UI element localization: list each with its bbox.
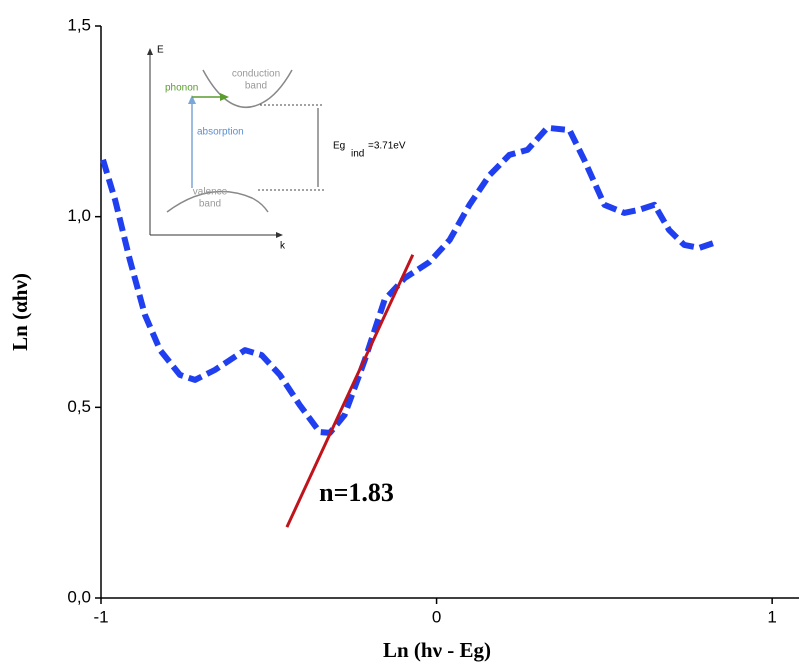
inset-arrow <box>220 93 229 101</box>
fit-line <box>285 254 415 528</box>
inset-text: band <box>245 81 267 92</box>
inset-k: k <box>280 241 286 252</box>
inset-arrow <box>147 48 153 55</box>
inset-text: ind <box>351 149 364 160</box>
inset-text: Eg <box>333 141 345 152</box>
conduction-band <box>202 69 293 108</box>
x-axis-title: Ln (hν - Eg) <box>383 638 491 662</box>
data-line <box>100 124 719 436</box>
inset-text: valence <box>193 187 228 198</box>
y-tick-label: 1,0 <box>67 206 91 225</box>
y-tick-label: 0,0 <box>67 587 91 606</box>
y-tick-label: 0,5 <box>67 397 91 416</box>
inset-text: conduction <box>232 69 280 80</box>
x-tick-label: 1 <box>767 607 776 626</box>
valence-band <box>166 190 269 213</box>
inset-text: absorption <box>197 127 244 138</box>
inset-text: =3.71eV <box>368 141 406 152</box>
annotation: n=1.83 <box>319 478 394 507</box>
y-axis-title: Ln (αhν) <box>8 273 32 351</box>
x-tick-label: 0 <box>432 607 441 626</box>
inset-text: band <box>199 199 221 210</box>
inset-arrow <box>276 232 283 238</box>
inset-text: phonon <box>165 83 198 94</box>
inset-e: E <box>157 45 164 56</box>
inset-arrow <box>188 95 196 104</box>
y-tick-label: 1,5 <box>67 15 91 34</box>
x-tick-label: -1 <box>93 607 108 626</box>
inset-diagram: E k conduction band valence band absorpt… <box>147 45 406 252</box>
